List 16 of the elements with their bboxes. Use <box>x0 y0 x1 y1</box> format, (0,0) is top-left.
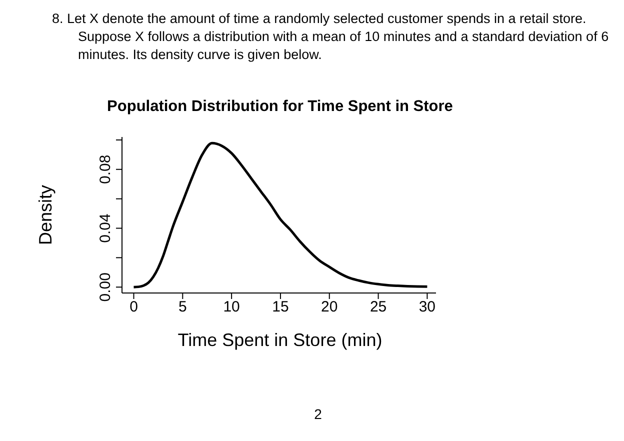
x-tick-label: 10 <box>223 298 240 316</box>
chart-title: Population Distribution for Time Spent in Store <box>106 98 454 116</box>
y-axis-title: Density <box>36 184 56 246</box>
x-tick-label: 5 <box>178 298 187 316</box>
y-tick-label: 0.08 <box>97 154 114 184</box>
y-tick-label: 0.04 <box>97 214 114 243</box>
x-tick-label: 30 <box>418 298 436 316</box>
y-tick-label: 0.00 <box>97 272 114 302</box>
line-series <box>132 142 428 288</box>
x-axis-title: Time Spent in Store (min) <box>176 330 384 351</box>
x-tick-label: 0 <box>130 298 138 316</box>
x-tick-label: 25 <box>370 298 387 316</box>
x-tick-label: 15 <box>272 298 289 316</box>
text: 2 <box>313 406 323 422</box>
x-tick-label: 20 <box>321 298 338 316</box>
text: 8. Let X denote the amount of time a randomly selected customer spends in a retail store. Suppose X follows a distribution with a mean of 10 minutes and a standard deviation of 6 minutes. Its density curve is given below. <box>52 10 610 64</box>
